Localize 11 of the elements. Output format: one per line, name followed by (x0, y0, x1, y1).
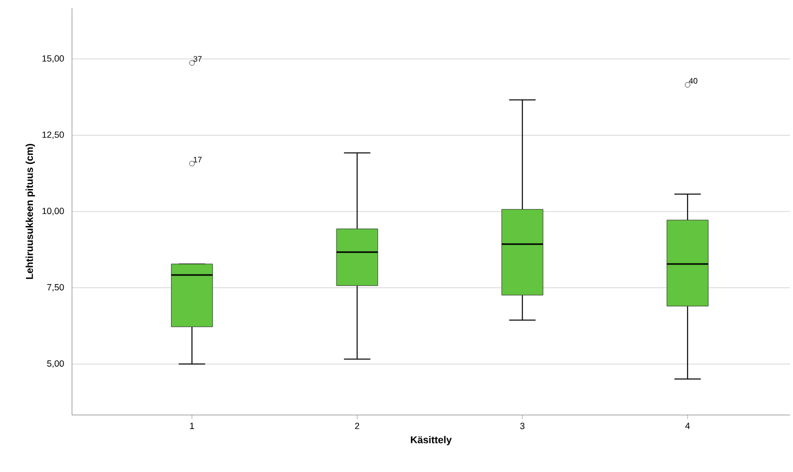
y-tick-label: 15,00 (42, 55, 64, 63)
y-axis-title: Lehtiruusukkeen pituus (cm) (26, 144, 35, 279)
x-tick-label: 2 (355, 422, 360, 430)
y-tick-label: 5,00 (47, 360, 64, 368)
x-tick-label: 1 (190, 422, 194, 429)
y-tick-label: 12,50 (42, 132, 64, 139)
x-axis-title: Käsittely (410, 436, 452, 446)
x-tick-label: 3 (520, 422, 524, 430)
x-tick-label: 4 (685, 422, 690, 429)
y-tick-label: 10,00 (42, 208, 64, 216)
y-tick-label: 7,50 (47, 284, 64, 292)
